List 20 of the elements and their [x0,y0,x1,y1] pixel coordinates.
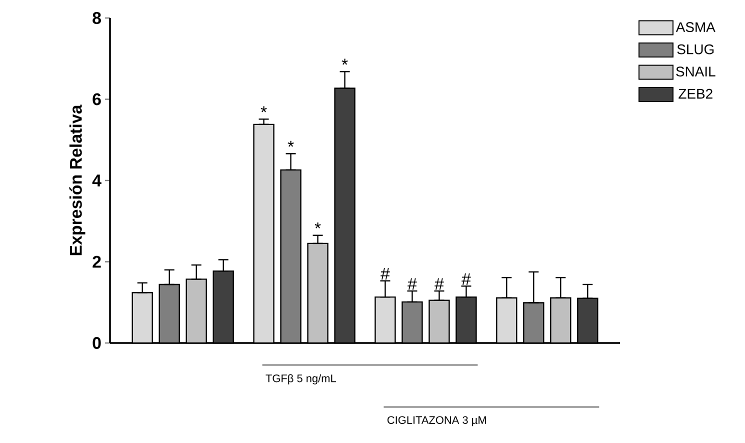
y-tick-label: 2 [92,256,101,268]
legend-label: SLUG [677,44,714,54]
legend-label: ASMA [676,22,716,32]
annotation: * [260,106,267,112]
annotation: * [342,58,348,65]
text: TGFβ 5 ng/mL [266,374,336,384]
annotation: # [434,278,444,290]
y-tick-label: 4 [92,174,102,186]
annotation: * [314,222,321,228]
legend-label: ZEB2 [678,88,712,99]
annotation: # [380,268,390,280]
annotation: # [462,273,471,285]
legend-label: SNAIL [676,66,716,76]
y-tick-label: 0 [92,336,101,349]
annotation: # [408,278,417,290]
y-tick-label: 6 [92,93,101,106]
text: CIGLITAZONA 3 µM [387,416,486,426]
y-tick-label: 8 [92,12,101,24]
y-axis-title: Expresión Relativa [69,104,86,256]
annotation: * [288,140,294,147]
